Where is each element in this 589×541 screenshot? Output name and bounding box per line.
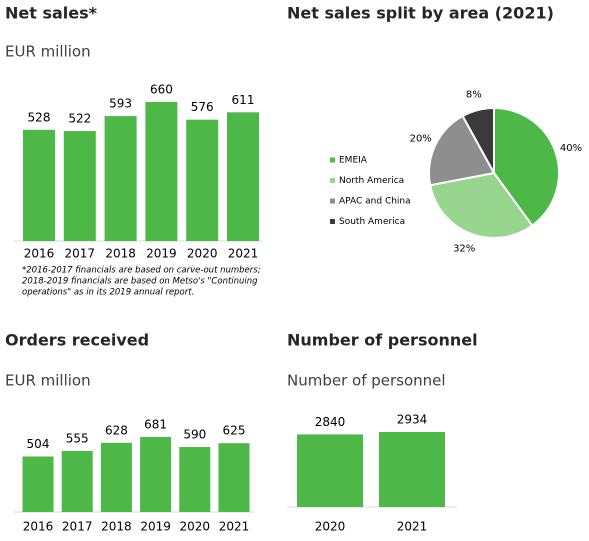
value-label: 660 [150, 83, 173, 97]
value-label: 576 [191, 100, 214, 114]
value-label: 2840 [315, 415, 346, 429]
value-label: 528 [28, 110, 51, 124]
x-tick-label: 2017 [65, 247, 96, 261]
chart-subtitle: Number of personnel [287, 372, 446, 390]
legend-label: APAC and China [339, 197, 411, 207]
value-label: 522 [68, 112, 91, 126]
x-tick-label: 2020 [187, 247, 218, 261]
chart-title: Net sales* [5, 4, 98, 23]
bar [22, 456, 54, 512]
value-label: 504 [27, 437, 50, 451]
pie-slice [428, 114, 496, 187]
x-tick-label: 2021 [397, 520, 428, 534]
chart-title: Orders received [5, 331, 149, 350]
pie-slice [493, 106, 560, 227]
legend-swatch [330, 219, 335, 224]
x-tick-label: 2019 [140, 520, 171, 534]
bar [100, 442, 132, 512]
value-label: 611 [232, 93, 255, 107]
legend-label: South America [339, 217, 405, 227]
x-tick-label: 2016 [24, 247, 55, 261]
x-tick-label: 2016 [23, 520, 54, 534]
footnote: *2016-2017 financials are based on carve… [22, 266, 261, 276]
x-tick-label: 2017 [62, 520, 93, 534]
bar [218, 443, 250, 512]
pie-slice [461, 106, 495, 174]
legend-swatch [330, 157, 335, 163]
x-tick-label: 2018 [105, 247, 136, 261]
bar [140, 437, 172, 512]
value-label: 2934 [397, 413, 428, 427]
bar [227, 112, 259, 241]
value-label: 593 [109, 97, 132, 111]
value-label: 628 [105, 423, 128, 437]
chart-subtitle: EUR million [5, 372, 91, 390]
legend-swatch [330, 178, 335, 183]
bar [186, 119, 219, 241]
legend-label: North America [339, 176, 404, 186]
bar [23, 129, 55, 241]
x-tick-label: 2021 [228, 247, 259, 261]
value-label: 8% [466, 90, 482, 101]
chart-title: Number of personnel [287, 331, 478, 350]
bar [145, 102, 178, 241]
x-tick-label: 2020 [180, 520, 211, 534]
bar [61, 450, 93, 512]
bar [379, 432, 445, 507]
value-label: 40% [560, 143, 582, 154]
value-label: 681 [144, 418, 167, 432]
x-tick-label: 2018 [101, 520, 132, 534]
bar [297, 434, 363, 507]
x-tick-label: 2021 [219, 520, 250, 534]
bar [179, 447, 211, 512]
x-tick-label: 2020 [315, 520, 346, 534]
footnote: 2018-2019 financials are based on Metso'… [22, 277, 258, 287]
value-label: 20% [410, 134, 432, 145]
value-label: 590 [183, 428, 206, 442]
chart-subtitle: EUR million [5, 43, 91, 61]
legend-label: EMEIA [339, 156, 368, 166]
bar [104, 116, 137, 241]
legend-swatch [330, 198, 335, 204]
value-label: 625 [223, 424, 246, 438]
value-label: 32% [453, 243, 475, 254]
footnote: operations" as in its 2019 annual report… [22, 288, 194, 298]
chart-title: Net sales split by area (2021) [287, 4, 554, 23]
value-label: 555 [66, 431, 89, 445]
pie-slice [428, 171, 534, 239]
bar [63, 131, 96, 241]
x-tick-label: 2019 [146, 247, 177, 261]
